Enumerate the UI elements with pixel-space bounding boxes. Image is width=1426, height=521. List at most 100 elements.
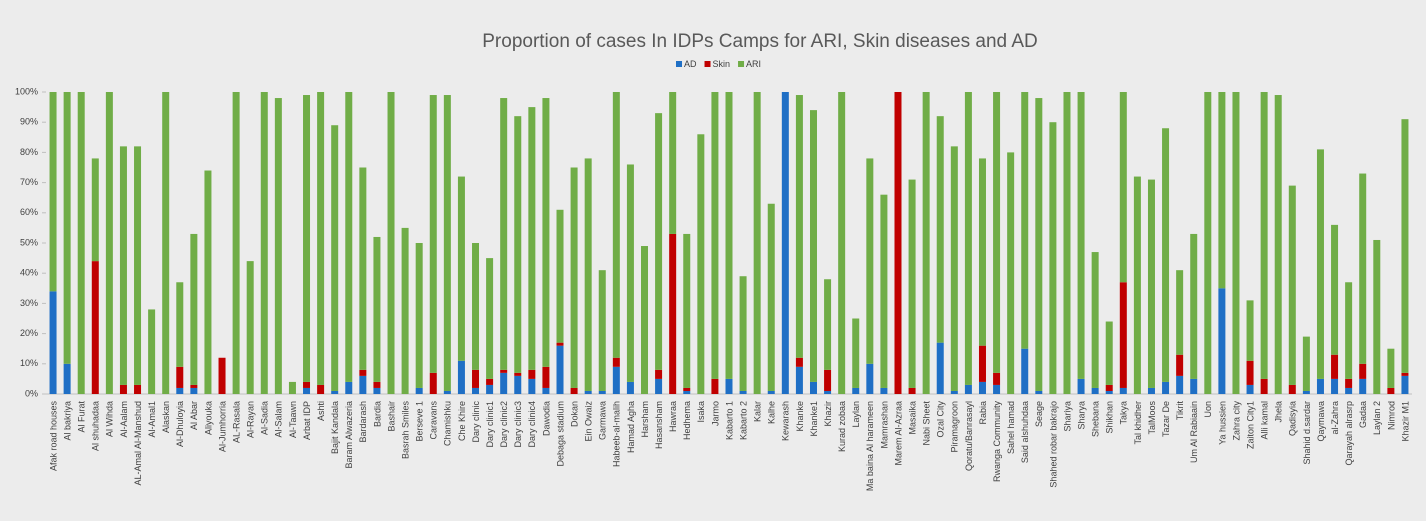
x-tick-label: Laylan <box>851 401 861 428</box>
y-tick-label: 20% <box>20 328 38 338</box>
bar-segment <box>443 390 451 394</box>
x-tick-label: Laylan 2 <box>1372 401 1382 435</box>
bar-segment <box>1105 384 1113 391</box>
bar-segment <box>514 375 522 394</box>
x-tick-label: Bardia <box>372 401 382 427</box>
bar-segment <box>1401 372 1409 376</box>
bar-segment <box>978 381 986 394</box>
x-tick-label: Khazir <box>823 401 833 427</box>
x-tick-label: Basrah Smiles <box>400 401 410 460</box>
bar-segment <box>1021 348 1029 394</box>
x-tick-label: Tazar De <box>1161 401 1171 437</box>
y-tick-label: 70% <box>20 177 38 187</box>
x-tick-label: Al-Sadia <box>260 401 270 435</box>
bar-segment <box>598 390 606 394</box>
bar-segment <box>1190 378 1198 394</box>
x-tick-label: Aliyouka <box>203 401 213 435</box>
bar-segment <box>1049 122 1057 394</box>
bar-segment <box>641 246 649 394</box>
bar-segment <box>359 375 367 394</box>
legend-swatch <box>676 61 682 67</box>
bar-segment <box>472 369 480 388</box>
x-tick-label: Uon <box>1203 401 1213 418</box>
bar-segment <box>598 270 606 391</box>
x-tick-label: Al-Jumhorria <box>217 401 227 452</box>
legend-swatch <box>704 61 711 67</box>
bar-segment <box>63 92 71 364</box>
bar-segment <box>359 369 367 376</box>
x-tick-label: Al Furat <box>77 401 87 433</box>
bar-segment <box>486 378 494 385</box>
bar-segment <box>190 387 198 394</box>
y-tick-label: 90% <box>20 117 38 127</box>
x-tick-label: Ma baina Al harameen <box>865 401 875 491</box>
bar-segment <box>49 291 57 394</box>
x-tick-label: Chamishku <box>443 401 453 446</box>
bar-segment <box>612 92 620 358</box>
x-tick-label: Al-Salam <box>274 401 284 438</box>
x-tick-label: Bardarash <box>358 401 368 443</box>
x-tick-label: Al-Aalam <box>119 401 129 438</box>
bar-segment <box>218 357 226 394</box>
bar-segment <box>626 164 634 382</box>
bar-segment <box>500 369 508 373</box>
bar-segment <box>49 92 57 292</box>
bar-segment <box>119 384 127 394</box>
bar-segment <box>1035 390 1043 394</box>
bar-segment <box>148 309 156 394</box>
bar-segment <box>274 98 282 394</box>
bar-segment <box>204 170 212 394</box>
bar-segment <box>1119 92 1127 283</box>
bar-segment <box>401 227 409 394</box>
bar-segment <box>542 98 550 367</box>
bar-segment <box>1119 387 1127 394</box>
bar-segment <box>1077 378 1085 394</box>
bar-segment <box>809 110 817 382</box>
bar-segment <box>824 369 832 391</box>
bar-segment <box>655 378 663 394</box>
bar-segment <box>1091 387 1099 394</box>
bar-segment <box>345 381 353 394</box>
x-tick-label: Bashair <box>386 401 396 432</box>
bar-segment <box>1162 128 1170 382</box>
bar-segment <box>669 233 677 394</box>
bar-segment <box>443 95 451 391</box>
x-tick-label: Hasansham <box>654 401 664 449</box>
x-tick-label: Ein Owaiz <box>584 401 594 442</box>
x-tick-label: Ya hussien <box>1217 401 1227 445</box>
bar-segment <box>767 203 775 391</box>
x-tick-label: Afak road houses <box>48 401 58 472</box>
bar-segment <box>1246 384 1254 394</box>
x-tick-label: Ashti <box>316 401 326 421</box>
x-tick-label: Mamrashan <box>879 401 889 449</box>
x-tick-label: Al-Taawn <box>288 401 298 438</box>
bar-segment <box>1302 390 1310 394</box>
x-tick-label: Sahel hamad <box>1006 401 1016 454</box>
bar-segment <box>373 387 381 394</box>
bar-segment <box>119 146 127 385</box>
x-tick-label: Gadaa <box>1358 401 1368 428</box>
x-tick-label: Caravans <box>429 401 439 440</box>
bar-segment <box>739 390 747 394</box>
bar-segment <box>1021 92 1029 349</box>
bar-segment <box>1246 360 1254 385</box>
bar-segment <box>1345 387 1353 394</box>
bar-segment <box>500 98 508 370</box>
bar-segment <box>838 92 846 394</box>
bar-segment <box>1316 378 1324 394</box>
x-tick-label: Qaymawa <box>1316 401 1326 442</box>
bar-segment <box>1204 92 1212 394</box>
x-tick-label: AL-Rasala <box>231 401 241 443</box>
bar-segment <box>894 92 902 394</box>
bar-segment <box>739 276 747 391</box>
bar-segment <box>260 92 268 394</box>
legend-label: AD <box>684 59 697 69</box>
bar-segment <box>1091 252 1099 388</box>
bar-segment <box>908 179 916 388</box>
bar-segment <box>725 378 733 394</box>
bar-segment <box>486 384 494 394</box>
bar-segment <box>880 194 888 388</box>
bar-segment <box>993 92 1001 373</box>
bar-segment <box>1007 152 1015 394</box>
